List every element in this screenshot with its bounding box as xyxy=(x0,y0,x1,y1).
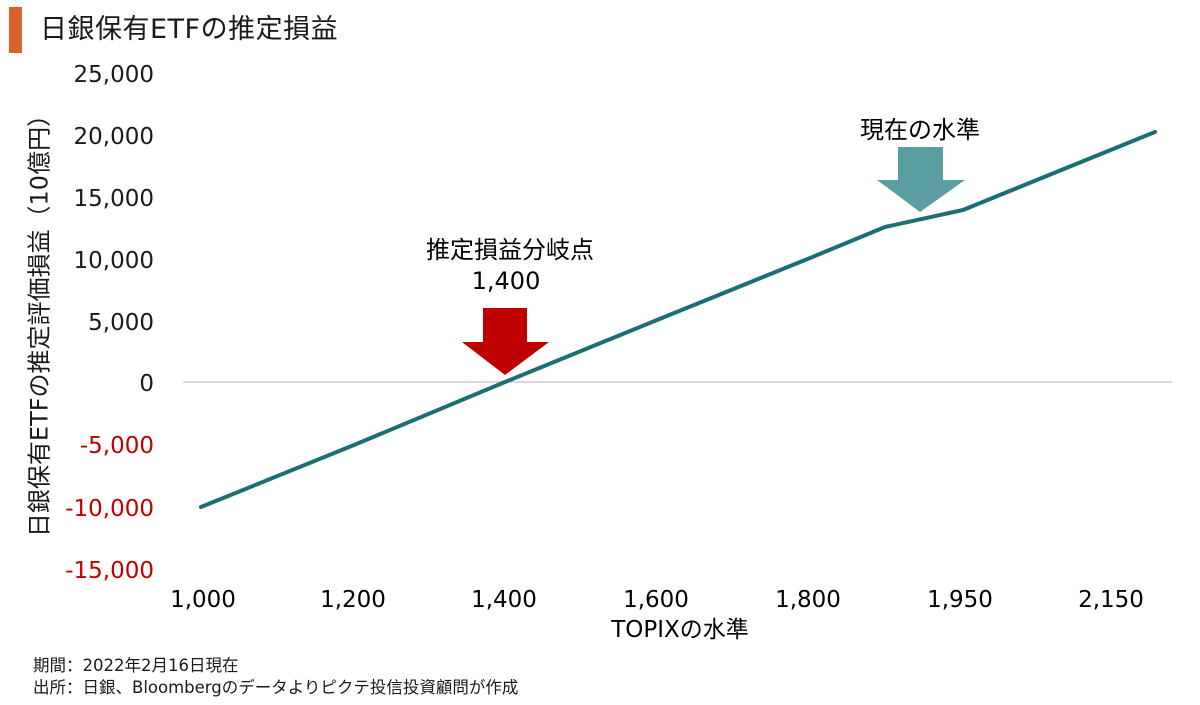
breakeven-value: 1,400 xyxy=(472,267,541,295)
chart-footer: 期間：2022年2月16日現在 出所：日銀、Bloombergのデータよりピクテ… xyxy=(33,655,518,699)
x-tick: 1,400 xyxy=(471,587,537,613)
breakeven-arrow-icon xyxy=(462,308,549,375)
x-tick: 1,800 xyxy=(775,587,841,613)
x-tick: 1,200 xyxy=(320,587,386,613)
y-tick-negative: -5,000 xyxy=(80,433,154,459)
y-tick: 5,000 xyxy=(88,310,154,336)
y-tick: 0 xyxy=(139,371,154,397)
y-tick: 10,000 xyxy=(74,248,154,274)
series-line xyxy=(199,130,1157,509)
current-level-arrow-icon xyxy=(877,147,965,212)
title-accent-bar xyxy=(9,7,22,53)
y-tick: 20,000 xyxy=(74,124,154,150)
source-note: 出所：日銀、Bloombergのデータよりピクテ投信投資顧問が作成 xyxy=(33,678,519,697)
x-tick: 1,950 xyxy=(927,587,993,613)
x-tick: 1,000 xyxy=(170,587,236,613)
x-axis-ticks: 1,000 1,200 1,400 1,600 1,800 1,950 2,15… xyxy=(170,587,1144,613)
x-tick: 2,150 xyxy=(1078,587,1144,613)
current-level-label: 現在の水準 xyxy=(860,116,980,144)
x-tick: 1,600 xyxy=(623,587,689,613)
y-tick-negative: -15,000 xyxy=(65,558,154,584)
y-tick-negative: -10,000 xyxy=(65,496,154,522)
period-note: 期間：2022年2月16日現在 xyxy=(33,656,239,675)
breakeven-label: 推定損益分岐点 xyxy=(426,236,594,264)
y-tick: 15,000 xyxy=(74,186,154,212)
x-axis-label: TOPIXの水準 xyxy=(610,617,749,643)
y-axis-ticks: 25,000 20,000 15,000 10,000 5,000 0 -5,0… xyxy=(65,62,154,584)
y-tick: 25,000 xyxy=(74,62,154,88)
page-title: 日銀保有ETFの推定損益 xyxy=(40,14,339,45)
